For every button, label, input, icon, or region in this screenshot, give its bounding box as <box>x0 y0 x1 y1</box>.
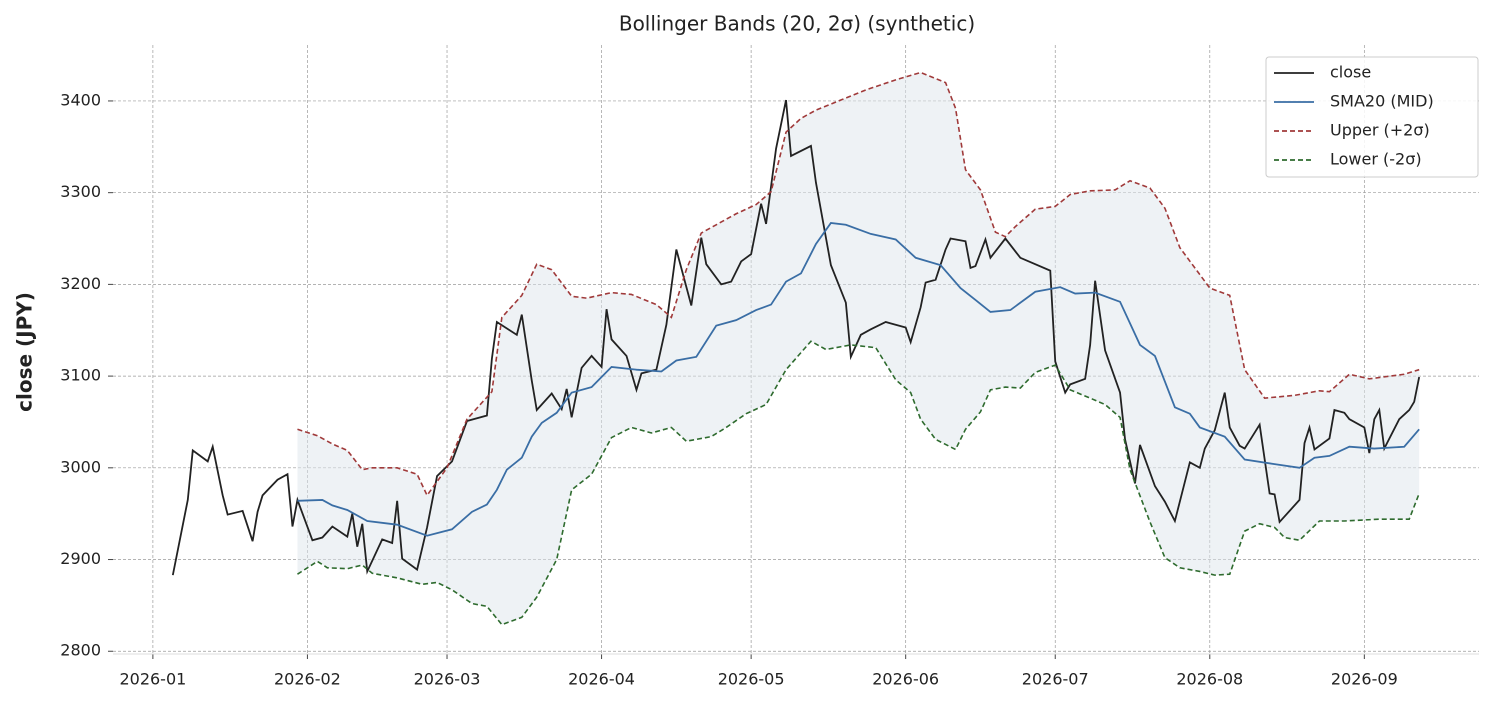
legend-label: SMA20 (MID) <box>1330 92 1434 111</box>
y-tick-label: 3000 <box>60 457 101 476</box>
x-tick-label: 2026-08 <box>1176 670 1243 689</box>
series-line <box>297 340 1420 626</box>
y-tick-label: 2900 <box>60 549 101 568</box>
x-tick-label: 2026-02 <box>274 670 341 689</box>
y-tick-label: 2800 <box>60 641 101 660</box>
series-line <box>297 71 1420 497</box>
y-tick-label: 3100 <box>60 366 101 385</box>
x-tick-label: 2026-03 <box>414 670 481 689</box>
y-axis-label: close (JPY) <box>13 292 37 412</box>
legend-label: Lower (-2σ) <box>1330 150 1422 169</box>
x-tick-label: 2026-01 <box>119 670 186 689</box>
x-tick-label: 2026-06 <box>872 670 939 689</box>
y-tick-label: 3400 <box>60 90 101 109</box>
series-line <box>297 221 1420 537</box>
x-tick-label: 2026-04 <box>568 670 635 689</box>
chart-title: Bollinger Bands (20, 2σ) (synthetic) <box>619 12 975 36</box>
y-tick-label: 3300 <box>60 182 101 201</box>
band-fill <box>297 72 1420 625</box>
x-tick-label: 2026-05 <box>718 670 785 689</box>
legend-box <box>1265 56 1479 178</box>
series-line <box>171 99 1421 576</box>
x-tick-label: 2026-07 <box>1022 670 1089 689</box>
x-tick-label: 2026-09 <box>1331 670 1398 689</box>
legend-label: close <box>1330 63 1371 82</box>
y-tick-label: 3200 <box>60 274 101 293</box>
legend-label: Upper (+2σ) <box>1330 121 1430 140</box>
